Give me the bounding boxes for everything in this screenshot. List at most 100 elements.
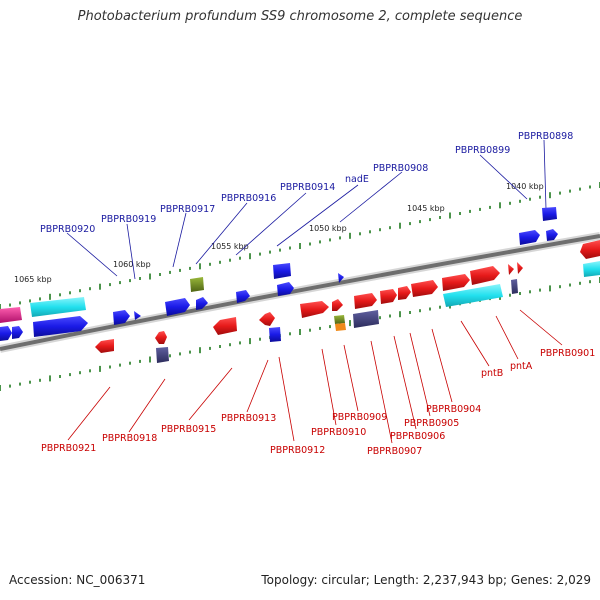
gene-arrow xyxy=(273,263,291,279)
label-PBPRB0899[interactable]: PBPRB0899 xyxy=(455,145,510,156)
label-PBPRB0917[interactable]: PBPRB0917 xyxy=(160,204,215,215)
major-tick xyxy=(399,222,401,229)
kbp-label-1065: 1065 kbp xyxy=(14,275,52,284)
label-PBPRB0919[interactable]: PBPRB0919 xyxy=(101,214,156,225)
label-PBPRB0901[interactable]: PBPRB0901 xyxy=(540,348,595,359)
map-title: Photobacterium profundum SS9 chromosome … xyxy=(77,9,523,24)
minor-tick xyxy=(289,246,291,250)
minor-tick xyxy=(9,384,11,388)
minor-tick xyxy=(529,197,531,201)
label-PBPRB0906[interactable]: PBPRB0906 xyxy=(390,431,445,442)
label-PBPRB0915[interactable]: PBPRB0915 xyxy=(161,424,216,435)
gene-arrow xyxy=(338,273,344,283)
leader-PBPRB0901 xyxy=(519,309,563,346)
minor-tick xyxy=(579,187,581,191)
minor-tick xyxy=(339,236,341,240)
label-PBPRB0913[interactable]: PBPRB0913 xyxy=(221,413,276,424)
minor-tick xyxy=(29,299,31,303)
minor-tick xyxy=(179,352,181,356)
minor-tick xyxy=(289,332,291,336)
gene-arrow xyxy=(95,339,114,353)
major-tick xyxy=(149,273,151,280)
label-PBPRB0905[interactable]: PBPRB0905 xyxy=(404,418,459,429)
label-PBPRB0898[interactable]: PBPRB0898 xyxy=(518,131,573,142)
label-PBPRB0908[interactable]: PBPRB0908 xyxy=(373,163,428,174)
label-PBPRB0918[interactable]: PBPRB0918 xyxy=(102,433,157,444)
leader-PBPRB0898 xyxy=(543,139,547,210)
genes-lower xyxy=(95,310,379,363)
leader-nadE xyxy=(276,184,359,247)
label-pntA[interactable]: pntA xyxy=(510,361,533,372)
gene-arrow xyxy=(380,289,397,304)
minor-tick xyxy=(559,191,561,195)
leader-PBPRB0919 xyxy=(126,223,136,280)
gene-arrow xyxy=(259,312,275,326)
minor-tick xyxy=(119,363,121,367)
bottom-leader-lines xyxy=(67,309,563,444)
gene-arrow xyxy=(300,301,329,318)
major-tick xyxy=(49,293,51,300)
label-PBPRB0920[interactable]: PBPRB0920 xyxy=(40,224,95,235)
kbp-label-1055: 1055 kbp xyxy=(211,242,249,251)
label-PBPRB0909[interactable]: PBPRB0909 xyxy=(332,412,387,423)
leader-PBPRB0915 xyxy=(188,367,233,421)
minor-tick xyxy=(579,281,581,285)
minor-tick xyxy=(419,309,421,313)
label-PBPRB0914[interactable]: PBPRB0914 xyxy=(280,182,335,193)
minor-tick xyxy=(59,293,61,297)
minor-tick xyxy=(269,250,271,254)
minor-tick xyxy=(219,345,221,348)
minor-tick xyxy=(379,228,381,232)
leader-PBPRB0904 xyxy=(431,328,453,403)
gene-arrow xyxy=(542,207,557,221)
label-pntB[interactable]: pntB xyxy=(481,368,503,379)
minor-tick xyxy=(389,314,391,318)
minor-tick xyxy=(589,280,591,284)
minor-tick xyxy=(39,297,41,301)
topology-summary: Topology: circular; Length: 2,237,943 bp… xyxy=(261,573,591,587)
leader-PBPRB0910 xyxy=(321,348,337,426)
major-tick xyxy=(99,283,101,290)
minor-tick xyxy=(519,292,521,295)
genes-upper xyxy=(0,207,600,341)
label-nadE[interactable]: nadE xyxy=(345,174,369,185)
gene-arrow xyxy=(213,317,237,335)
kbp-label-1050: 1050 kbp xyxy=(309,224,347,233)
minor-tick xyxy=(79,371,81,375)
minor-tick xyxy=(119,281,121,285)
minor-tick xyxy=(329,238,331,242)
minor-tick xyxy=(209,262,211,266)
minor-tick xyxy=(169,270,171,274)
label-PBPRB0910[interactable]: PBPRB0910 xyxy=(311,427,366,438)
gene-arrow xyxy=(511,279,518,294)
label-PBPRB0912[interactable]: PBPRB0912 xyxy=(270,445,325,456)
label-PBPRB0921[interactable]: PBPRB0921 xyxy=(41,443,96,454)
label-PBPRB0904[interactable]: PBPRB0904 xyxy=(426,404,481,415)
minor-tick xyxy=(109,283,111,287)
label-PBPRB0907[interactable]: PBPRB0907 xyxy=(367,446,422,457)
gene-arrow xyxy=(442,274,470,291)
gene-arrow xyxy=(517,262,523,274)
minor-tick xyxy=(139,277,141,280)
major-tick xyxy=(299,243,301,249)
leader-PBPRB0907 xyxy=(370,340,393,444)
top-leader-lines xyxy=(66,139,547,280)
minor-tick xyxy=(79,289,81,293)
minor-tick xyxy=(509,201,511,205)
minor-tick xyxy=(59,375,61,378)
gene-arrow xyxy=(190,277,204,292)
minor-tick xyxy=(89,369,91,373)
label-PBPRB0916[interactable]: PBPRB0916 xyxy=(221,193,276,204)
leader-PBPRB0921 xyxy=(67,386,111,441)
minor-tick xyxy=(519,199,521,203)
major-tick xyxy=(349,320,351,327)
minor-tick xyxy=(309,328,311,332)
minor-tick xyxy=(569,189,571,193)
gene-arrow xyxy=(269,327,281,342)
minor-tick xyxy=(539,288,541,292)
gene-arrow xyxy=(332,299,343,311)
leader-PBPRB0920 xyxy=(66,232,118,277)
minor-tick xyxy=(89,287,91,291)
major-tick xyxy=(499,202,501,209)
